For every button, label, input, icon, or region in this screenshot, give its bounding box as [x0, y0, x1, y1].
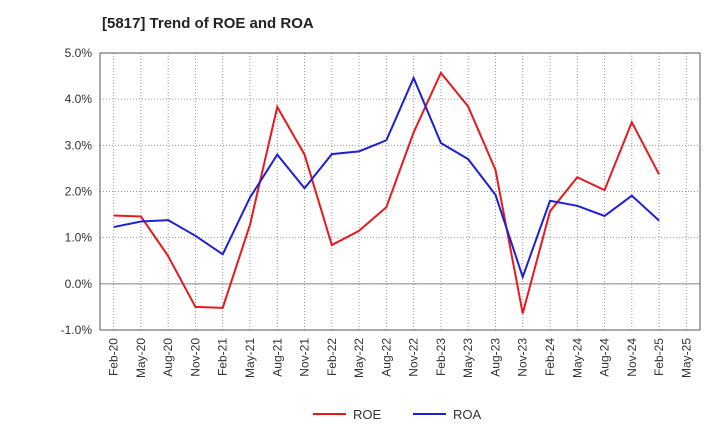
x-tick-label: May-25 — [679, 338, 693, 378]
x-tick-label: Nov-21 — [298, 338, 312, 377]
x-tick-label: Aug-22 — [379, 338, 393, 377]
legend-label-roe: ROE — [353, 407, 382, 422]
y-tick-label: 4.0% — [65, 92, 93, 106]
x-tick-label: Feb-25 — [652, 338, 666, 376]
legend-label-roa: ROA — [453, 407, 482, 422]
x-tick-label: Feb-20 — [107, 338, 121, 376]
x-tick-label: Feb-24 — [543, 338, 557, 376]
plot-border — [99, 52, 701, 331]
x-tick-label: Nov-20 — [188, 338, 202, 377]
grid — [100, 52, 700, 331]
x-tick-label: May-23 — [461, 338, 475, 378]
series-line-roe — [113, 70, 660, 314]
x-tick-label: May-20 — [134, 338, 148, 378]
x-tick-label: Nov-24 — [625, 338, 639, 377]
y-tick-label: 1.0% — [65, 231, 93, 245]
y-tick-label: 3.0% — [65, 138, 93, 152]
y-tick-label: 0.0% — [65, 277, 93, 291]
y-axis-ticks: -1.0% 0.0% 1.0% 2.0% 3.0% 4.0% 5.0% — [61, 46, 93, 337]
y-tick-label: 2.0% — [65, 185, 93, 199]
legend: ROE ROA — [313, 407, 482, 422]
x-tick-label: Aug-24 — [598, 338, 612, 377]
x-axis-ticks: Feb-20 May-20 Aug-20 Nov-20 Feb-21 May-21 Aug-… — [107, 338, 694, 378]
y-tick-label: 5.0% — [65, 46, 93, 60]
x-tick-label: May-24 — [570, 338, 584, 378]
x-tick-label: Aug-21 — [270, 338, 284, 377]
series-lines — [113, 70, 660, 314]
x-tick-label: Feb-23 — [434, 338, 448, 376]
plot-area — [99, 52, 701, 331]
x-tick-label: Feb-21 — [216, 338, 230, 376]
y-tick-label: -1.0% — [61, 323, 93, 337]
chart-title: [5817] Trend of ROE and ROA — [102, 15, 314, 32]
x-tick-label: May-21 — [243, 338, 257, 378]
x-tick-label: Aug-20 — [161, 338, 175, 377]
x-tick-label: May-22 — [352, 338, 366, 378]
series-line-roa — [113, 75, 660, 280]
x-tick-label: Aug-23 — [488, 338, 502, 377]
x-tick-label: Feb-22 — [325, 338, 339, 376]
x-tick-label: Nov-23 — [516, 338, 530, 377]
x-tick-label: Nov-22 — [407, 338, 421, 377]
